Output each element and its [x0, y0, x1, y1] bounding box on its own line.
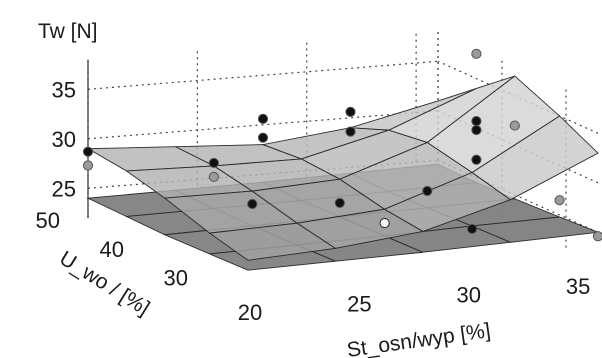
grid-line-z [87, 60, 439, 90]
z-tick-label: 35 [52, 77, 76, 102]
surface-patch [471, 115, 599, 201]
data-point [592, 231, 602, 242]
tick-labels: 25 30 35 20 25 30 35 30 40 50 [36, 77, 591, 325]
data-point [82, 146, 94, 157]
data-point [509, 120, 520, 131]
data-point [257, 132, 269, 143]
data-point [471, 154, 482, 165]
data-point [257, 113, 269, 124]
data-point [208, 157, 219, 169]
data-points [82, 48, 602, 242]
data-point [554, 195, 565, 206]
data-point [379, 217, 390, 229]
data-point [334, 197, 345, 209]
data-point [345, 126, 356, 137]
surface-patch [471, 216, 599, 243]
data-point [467, 223, 478, 235]
x-tick-label: 25 [347, 291, 371, 316]
data-point [422, 185, 433, 197]
x-tick-label: 30 [457, 283, 481, 308]
z-tick-label: 30 [52, 127, 76, 152]
grid-line-z [87, 110, 439, 140]
z-axis-title: Tw [N] [38, 20, 98, 43]
x-tick-label: 35 [566, 274, 590, 299]
x-tick-label: 20 [238, 300, 262, 325]
data-point [208, 171, 219, 182]
surface-light [86, 75, 599, 261]
surfaces [86, 75, 599, 271]
y-tick-label: 30 [164, 266, 188, 291]
x-axis-title: St_osn/wyp [%] [345, 319, 492, 358]
y-tick-label: 40 [100, 237, 124, 262]
data-point [471, 124, 482, 136]
data-point [82, 160, 94, 171]
data-point [471, 48, 482, 59]
data-point [247, 198, 258, 210]
data-point [471, 116, 482, 127]
data-point [345, 106, 356, 117]
z-tick-label: 25 [52, 176, 76, 201]
y-tick-label: 50 [36, 208, 60, 233]
